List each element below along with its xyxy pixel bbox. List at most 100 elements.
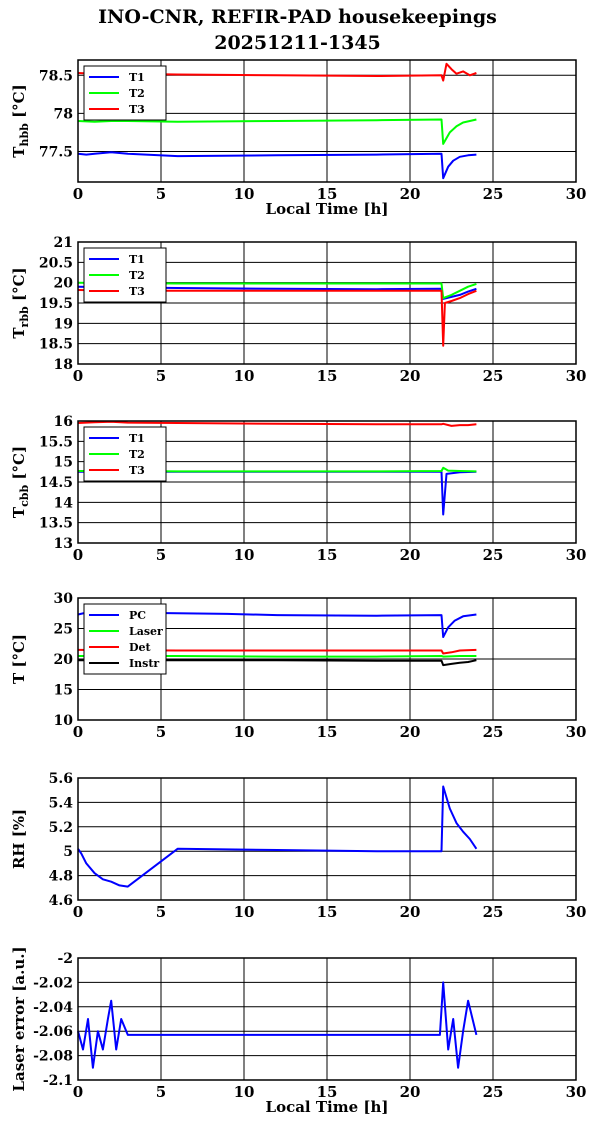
- chart-6: 0 5 10 15 20 25 30 -2.1 -2.08 -2.06 -2.04 -2.02 -2 La…: [10, 946, 586, 1116]
- y-axis-label: RH [%]: [10, 809, 28, 869]
- x-tick-label: 15: [317, 185, 338, 203]
- series-line-laser: [78, 655, 477, 658]
- x-tick-label: 30: [566, 546, 587, 564]
- chart-4: 0 5 10 15 20 25 30 10 15 20 25 30 PC Laser Det Instr T […: [10, 591, 586, 741]
- x-tick-label: 10: [234, 903, 255, 921]
- x-axis-label: Local Time [h]: [266, 1098, 389, 1116]
- x-tick-label: 25: [483, 367, 504, 385]
- x-tick-label: 20: [400, 723, 421, 741]
- y-axis-label: T [°C]: [10, 634, 28, 684]
- series-line-instr: [78, 659, 477, 667]
- x-tick-label: 5: [156, 367, 166, 385]
- y-tick-label: 77.5: [39, 145, 73, 161]
- x-tick-label: 10: [234, 367, 255, 385]
- series-line-t3: [77, 289, 477, 347]
- y-tick-label: -2.02: [33, 975, 73, 991]
- y-tick-label: 30: [54, 591, 74, 607]
- series-line-data: [77, 785, 478, 888]
- x-tick-label: 25: [483, 546, 504, 564]
- x-tick-label: 15: [317, 546, 338, 564]
- y-tick-label: 25: [54, 622, 73, 638]
- series-line-data: [77, 981, 478, 1069]
- y-tick-label: 14.5: [39, 475, 73, 491]
- x-tick-label: 5: [156, 546, 166, 564]
- x-tick-label: 15: [317, 723, 338, 741]
- y-tick-label: 19: [54, 316, 73, 332]
- x-tick-label: 15: [317, 1083, 338, 1101]
- y-tick-label: 15: [54, 455, 73, 471]
- series-line-t2: [77, 118, 477, 145]
- x-tick-label: 0: [73, 723, 83, 741]
- chart-title: INO-CNR, REFIR-PAD housekeepings: [98, 6, 497, 28]
- x-tick-label: 0: [73, 903, 83, 921]
- legend-label: T3: [129, 103, 145, 116]
- x-tick-label: 0: [73, 1083, 83, 1101]
- y-axis-label: Trbb [°C]: [10, 267, 31, 338]
- chart-2: 0 5 10 15 20 25 30 18 18.5 19 19.5 20 20.5 21 T1 T2 T3 Tr…: [10, 235, 586, 385]
- y-tick-label: 13: [54, 536, 73, 552]
- x-tick-label: 5: [156, 903, 166, 921]
- legend-label: T2: [129, 269, 145, 282]
- x-tick-label: 10: [234, 546, 255, 564]
- y-axis-label: Laser error [a.u.]: [10, 946, 28, 1091]
- y-tick-label: 20: [54, 276, 74, 292]
- y-tick-label: -2.06: [33, 1024, 73, 1040]
- y-tick-label: 14: [54, 495, 74, 511]
- x-tick-label: 30: [566, 723, 587, 741]
- plot-frame: [77, 777, 577, 901]
- x-tick-label: 10: [234, 185, 255, 203]
- series-line-det: [77, 648, 477, 655]
- legend-label: Instr: [129, 657, 159, 670]
- y-tick-label: -2.04: [33, 1000, 73, 1016]
- plot-frame: [77, 597, 577, 721]
- legend-label: T1: [129, 432, 145, 445]
- x-tick-label: 10: [234, 1083, 255, 1101]
- y-tick-label: 15: [54, 683, 73, 699]
- x-tick-label: 15: [317, 903, 338, 921]
- y-tick-label: 5: [63, 844, 73, 860]
- series-line-t1: [77, 151, 477, 180]
- x-tick-label: 5: [156, 723, 166, 741]
- x-tick-label: 0: [73, 546, 83, 564]
- x-tick-label: 20: [400, 546, 421, 564]
- x-tick-label: 30: [566, 185, 587, 203]
- x-tick-label: 10: [234, 723, 255, 741]
- y-tick-label: 19.5: [39, 296, 73, 312]
- legend-label: Det: [129, 641, 152, 654]
- y-tick-label: 4.8: [49, 869, 73, 885]
- y-tick-label: 5.6: [49, 771, 73, 787]
- legend-label: T3: [129, 285, 145, 298]
- x-tick-label: 25: [483, 1083, 504, 1101]
- y-tick-label: 5.2: [49, 820, 73, 836]
- y-tick-label: 20.5: [39, 255, 73, 271]
- x-tick-label: 25: [483, 185, 504, 203]
- y-tick-label: 16: [54, 414, 73, 430]
- y-tick-label: 18: [54, 357, 73, 373]
- plot-frame: [77, 59, 577, 183]
- chart-5: 0 5 10 15 20 25 30 4.6 4.8 5 5.2 5.4 5.6 RH [%]: [10, 771, 586, 921]
- legend-label: T2: [129, 448, 145, 461]
- plot-frame: [77, 957, 577, 1081]
- x-tick-label: 25: [483, 723, 504, 741]
- y-tick-label: 78: [54, 106, 73, 122]
- chart-1: 0 5 10 15 20 25 30 77.5 78 78.5 T1 T2 T3 Thbb [°C] Loc…: [10, 59, 587, 218]
- legend-label: T1: [129, 253, 145, 266]
- x-tick-label: 0: [73, 185, 83, 203]
- y-tick-label: 5.4: [49, 795, 74, 811]
- legend-label: T1: [129, 71, 145, 84]
- y-tick-label: 21: [54, 235, 73, 251]
- y-tick-label: 10: [54, 713, 74, 729]
- y-tick-label: -2: [57, 951, 73, 967]
- y-tick-label: 13.5: [39, 516, 73, 532]
- x-tick-label: 30: [566, 1083, 587, 1101]
- plot-frame: [77, 420, 577, 544]
- x-tick-label: 5: [156, 185, 166, 203]
- y-tick-label: -2.08: [33, 1049, 73, 1065]
- chart-subtitle: 20251211-1345: [214, 32, 381, 54]
- x-tick-label: 0: [73, 367, 83, 385]
- x-tick-label: 25: [483, 903, 504, 921]
- x-tick-label: 20: [400, 185, 421, 203]
- legend-label: Laser: [129, 625, 163, 638]
- x-tick-label: 15: [317, 367, 338, 385]
